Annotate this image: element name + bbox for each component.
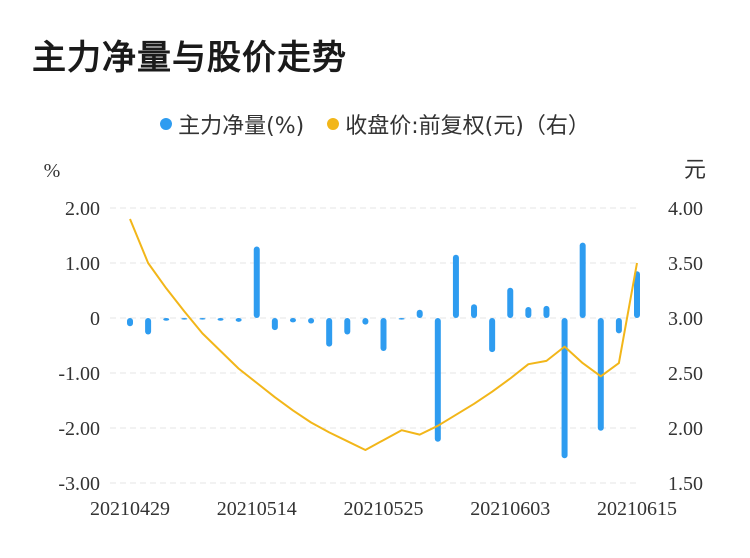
bar: [253, 246, 260, 318]
bar: [289, 318, 296, 323]
x-tick-label: 20210514: [217, 498, 297, 520]
bar: [452, 254, 459, 318]
y-axis-left: 2.00 1.00 0 -1.00 -2.00 -3.00: [58, 198, 100, 495]
y-left-tick-label: 0: [90, 308, 100, 330]
bar: [471, 304, 478, 318]
x-axis: 20210429 20210514 20210525 20210603 20210615: [90, 498, 677, 520]
x-tick-label: 20210525: [344, 498, 424, 520]
bar: [398, 318, 405, 320]
bar: [561, 318, 568, 459]
bar: [634, 271, 640, 318]
bar: [308, 318, 315, 324]
bar: [525, 307, 532, 318]
y-right-tick-label: 4.00: [668, 198, 703, 220]
bar-series: [127, 242, 640, 459]
y-right-tick-label: 3.50: [668, 253, 703, 275]
x-tick-label: 20210603: [470, 498, 550, 520]
chart-title: 主力净量与股价走势: [32, 38, 347, 78]
bar: [362, 318, 369, 325]
left-axis-unit: %: [44, 160, 61, 182]
bar: [489, 318, 496, 353]
y-right-tick-label: 2.00: [668, 418, 703, 440]
y-right-tick-label: 2.50: [668, 363, 703, 385]
bar: [326, 318, 333, 347]
bar: [615, 318, 622, 334]
legend-item-line[interactable]: 收盘价:前复权(元)（右）: [327, 108, 590, 140]
bar: [507, 287, 514, 318]
bar: [145, 318, 152, 335]
legend-item-bar[interactable]: 主力净量(%): [160, 108, 304, 140]
legend-line-label: 收盘价:前复权(元)（右）: [345, 114, 590, 139]
bar: [199, 318, 206, 320]
y-right-tick-label: 1.50: [668, 473, 703, 495]
y-axis-right: 4.00 3.50 3.00 2.50 2.00 1.50: [668, 198, 703, 495]
bar: [217, 318, 224, 321]
bar: [597, 318, 604, 431]
legend-bar-swatch: [160, 118, 173, 130]
x-tick-label: 20210429: [90, 498, 170, 520]
bar: [127, 318, 133, 327]
legend-bar-label: 主力净量(%): [178, 114, 305, 139]
y-left-tick-label: -3.00: [58, 473, 100, 495]
bar: [163, 318, 170, 321]
bar: [380, 318, 387, 351]
y-right-tick-label: 3.00: [668, 308, 703, 330]
x-tick-label: 20210615: [597, 498, 677, 520]
legend-line-swatch: [327, 118, 340, 130]
bar: [579, 242, 586, 318]
y-left-tick-label: 2.00: [65, 198, 100, 220]
grid-lines: [110, 207, 640, 484]
y-left-tick-label: -1.00: [58, 363, 100, 385]
legend: 主力净量(%) 收盘价:前复权(元)（右）: [0, 108, 750, 140]
line-series: [129, 218, 638, 451]
bar: [181, 318, 188, 320]
bar: [434, 318, 441, 442]
y-left-tick-label: 1.00: [65, 253, 100, 275]
bar: [344, 318, 351, 335]
price-line: [129, 218, 638, 451]
bar: [235, 318, 242, 322]
bar: [543, 305, 550, 318]
y-left-tick-label: -2.00: [58, 418, 100, 440]
right-axis-unit: 元: [684, 158, 706, 183]
bar: [271, 318, 278, 331]
bar: [416, 309, 423, 318]
